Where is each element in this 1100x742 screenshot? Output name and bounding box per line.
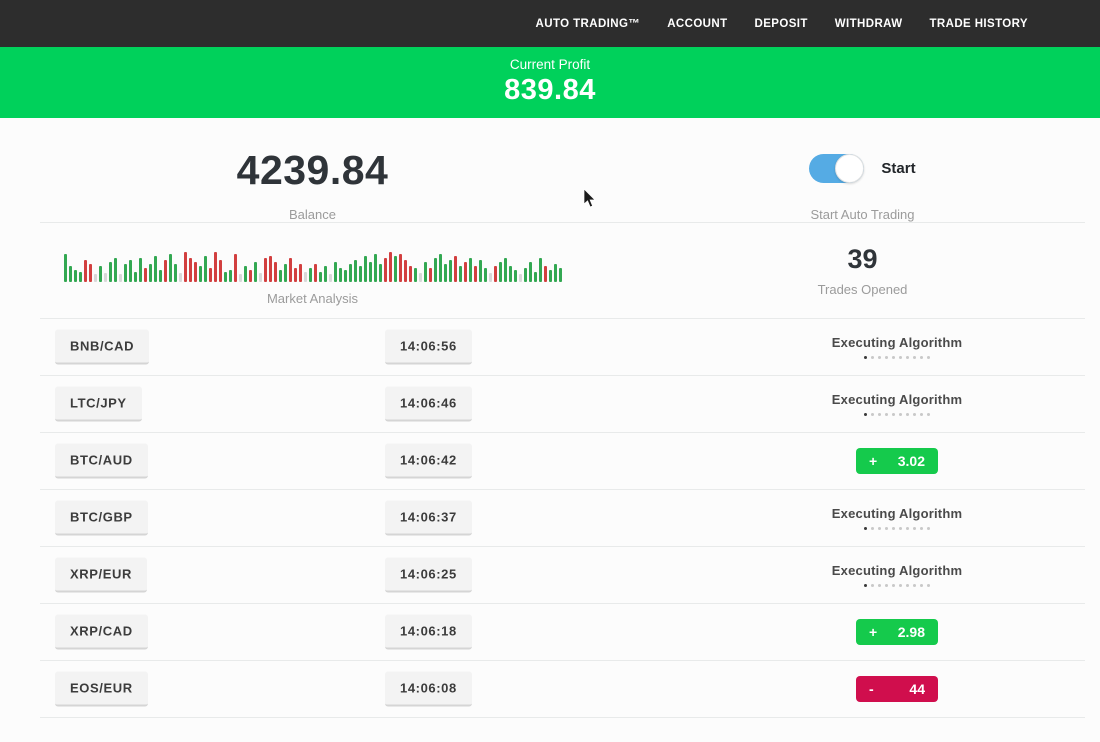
result-sign: - <box>869 681 874 697</box>
market-analysis-stat: Market Analysis <box>0 223 625 306</box>
trade-status: Executing Algorithm <box>787 563 1007 587</box>
balance-section: 4239.84 Balance Start Start Auto Trading <box>0 118 1100 222</box>
trade-status: Executing Algorithm <box>787 506 1007 530</box>
trade-pair-chip: EOS/EUR <box>55 671 148 707</box>
trade-row: BNB/CAD 14:06:56 Executing Algorithm <box>40 319 1085 375</box>
trade-time-chip: 14:06:08 <box>385 671 472 707</box>
top-nav: AUTO TRADING™ ACCOUNT DEPOSIT WITHDRAW TRADE… <box>0 0 1100 47</box>
trade-row: EOS/EUR 14:06:08 - 44 <box>40 661 1085 717</box>
nav-item-trade-history[interactable]: TRADE HISTORY <box>929 17 1028 30</box>
trade-row: LTC/JPY 14:06:46 Executing Algorithm <box>40 376 1085 432</box>
row-divider <box>40 318 1085 319</box>
trade-status: +2.98 <box>787 619 1007 645</box>
result-sign: + <box>869 624 878 640</box>
toggle-knob-icon <box>835 154 865 183</box>
row-divider <box>40 717 1085 718</box>
executing-algorithm-label: Executing Algorithm <box>831 335 963 350</box>
trades-opened-value: 39 <box>847 244 878 274</box>
trade-row: BTC/GBP 14:06:37 Executing Algorithm <box>40 490 1085 546</box>
trade-status: - 44 <box>787 676 1007 702</box>
profit-banner: Current Profit 839.84 <box>0 47 1100 118</box>
current-profit-value: 839.84 <box>504 74 596 106</box>
trade-status: +3.02 <box>787 448 1007 474</box>
trade-time-chip: 14:06:46 <box>385 386 472 422</box>
current-profit-label: Current Profit <box>509 57 591 72</box>
progress-dots-icon <box>787 584 1007 587</box>
trade-result-badge: +2.98 <box>856 619 938 645</box>
executing-algorithm-label: Executing Algorithm <box>831 563 963 578</box>
nav-item-auto-trading[interactable]: AUTO TRADING™ <box>535 17 641 30</box>
toggle-start-label: Start <box>881 160 916 177</box>
nav-item-account[interactable]: ACCOUNT <box>667 17 728 30</box>
auto-trading-stat: Start Start Auto Trading <box>625 118 1100 222</box>
progress-dots-icon <box>787 413 1007 416</box>
section-divider <box>40 222 1085 223</box>
trade-time-chip: 14:06:56 <box>385 329 472 365</box>
row-divider <box>40 375 1085 376</box>
trade-pair-chip: XRP/EUR <box>55 557 147 593</box>
trade-pair-chip: BTC/AUD <box>55 443 148 479</box>
trade-pair-chip: LTC/JPY <box>55 386 142 422</box>
nav-item-withdraw[interactable]: WITHDRAW <box>834 17 903 30</box>
trade-row: XRP/EUR 14:06:25 Executing Algorithm <box>40 547 1085 603</box>
result-value: 2.98 <box>897 624 925 640</box>
trade-time-chip: 14:06:37 <box>385 500 472 536</box>
progress-dots-icon <box>787 527 1007 530</box>
result-value: 44 <box>909 681 925 697</box>
row-divider <box>40 546 1085 547</box>
trade-pair-chip: BNB/CAD <box>55 329 150 365</box>
trade-time-chip: 14:06:25 <box>385 557 472 593</box>
market-analysis-label: Market Analysis <box>266 291 359 306</box>
trades-opened-label: Trades Opened <box>817 282 908 297</box>
trade-status: Executing Algorithm <box>787 392 1007 416</box>
balance-label: Balance <box>289 207 336 222</box>
balance-stat: 4239.84 Balance <box>0 118 625 222</box>
trade-result-badge: +3.02 <box>856 448 938 474</box>
market-analysis-sparkline-chart <box>0 246 625 282</box>
result-sign: + <box>869 453 878 469</box>
balance-value: 4239.84 <box>236 147 389 193</box>
trades-opened-stat: 39 Trades Opened <box>625 223 1100 306</box>
trade-time-chip: 14:06:42 <box>385 443 472 479</box>
result-value: 3.02 <box>897 453 925 469</box>
analysis-section: Market Analysis 39 Trades Opened <box>0 223 1100 318</box>
trade-status: Executing Algorithm <box>787 335 1007 359</box>
row-divider <box>40 489 1085 490</box>
trade-row: BTC/AUD 14:06:42 +3.02 <box>40 433 1085 489</box>
row-divider <box>40 432 1085 433</box>
row-divider <box>40 660 1085 661</box>
trade-time-chip: 14:06:18 <box>385 614 472 650</box>
trade-row: XRP/CAD 14:06:18 +2.98 <box>40 604 1085 660</box>
trade-pair-chip: XRP/CAD <box>55 614 148 650</box>
start-auto-trading-toggle[interactable] <box>809 154 865 183</box>
trade-result-badge: - 44 <box>856 676 938 702</box>
executing-algorithm-label: Executing Algorithm <box>831 506 963 521</box>
row-divider <box>40 603 1085 604</box>
progress-dots-icon <box>787 356 1007 359</box>
nav-item-deposit[interactable]: DEPOSIT <box>754 17 808 30</box>
start-auto-trading-label: Start Auto Trading <box>810 207 915 222</box>
trade-pair-chip: BTC/GBP <box>55 500 148 536</box>
executing-algorithm-label: Executing Algorithm <box>831 392 963 407</box>
trade-list: BNB/CAD 14:06:56 Executing Algorithm LTC… <box>0 318 1100 718</box>
